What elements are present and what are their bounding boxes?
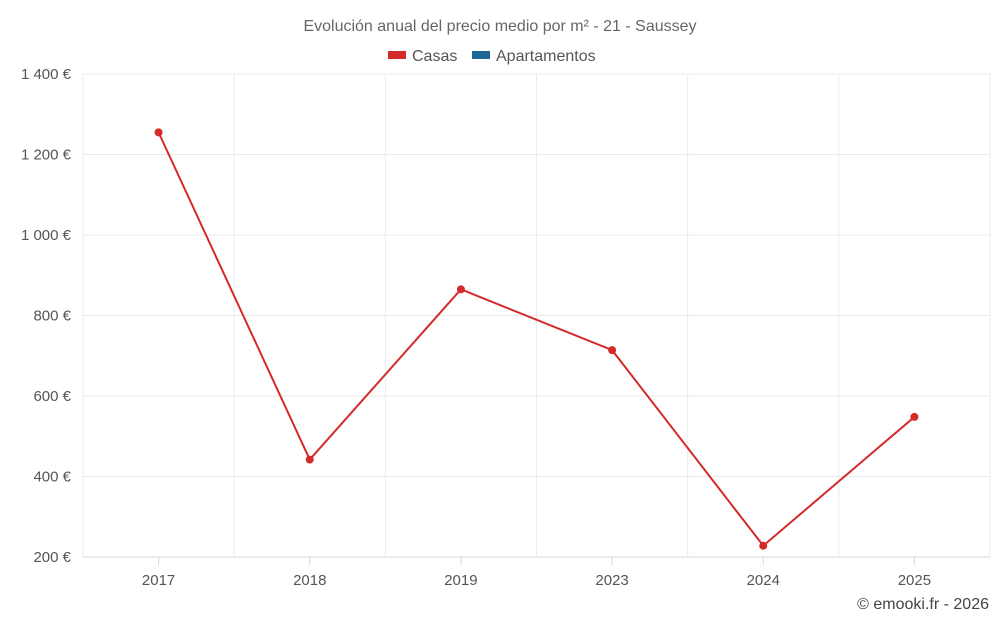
data-point[interactable] — [608, 346, 617, 355]
y-tick-label: 200 € — [33, 549, 71, 566]
x-tick-label: 2019 — [444, 572, 477, 589]
data-point[interactable] — [759, 541, 768, 550]
legend-swatch-casas — [388, 51, 406, 59]
y-tick-label: 1 000 € — [21, 227, 72, 244]
legend-label-casas[interactable]: Casas — [412, 48, 457, 65]
legend-label-apartamentos[interactable]: Apartamentos — [496, 48, 596, 65]
x-tick-label: 2024 — [747, 572, 780, 589]
x-tick-label: 2018 — [293, 572, 326, 589]
chart-title: Evolución anual del precio medio por m² … — [303, 18, 696, 35]
legend-swatch-apartamentos — [472, 51, 490, 59]
y-tick-label: 1 400 € — [21, 66, 72, 83]
y-tick-label: 400 € — [33, 469, 71, 486]
data-point[interactable] — [456, 285, 465, 294]
series-casas — [154, 128, 919, 550]
x-tick-label: 2025 — [898, 572, 931, 589]
credit-text: © emooki.fr - 2026 — [857, 596, 989, 613]
axes: 200 € 400 € 600 € 800 € 1 000 € 1 200 € 1 400 … — [21, 66, 990, 589]
data-point[interactable] — [305, 455, 314, 464]
x-tick-label: 2023 — [595, 572, 628, 589]
legend: Casas Apartamentos — [388, 48, 596, 65]
data-point[interactable] — [154, 128, 163, 137]
y-tick-label: 600 € — [33, 388, 71, 405]
y-tick-label: 1 200 € — [21, 147, 72, 164]
gridlines — [82, 73, 991, 557]
data-point[interactable] — [910, 412, 919, 421]
y-tick-label: 800 € — [33, 308, 71, 325]
series-line-casas — [157, 131, 916, 548]
x-tick-label: 2017 — [142, 572, 175, 589]
